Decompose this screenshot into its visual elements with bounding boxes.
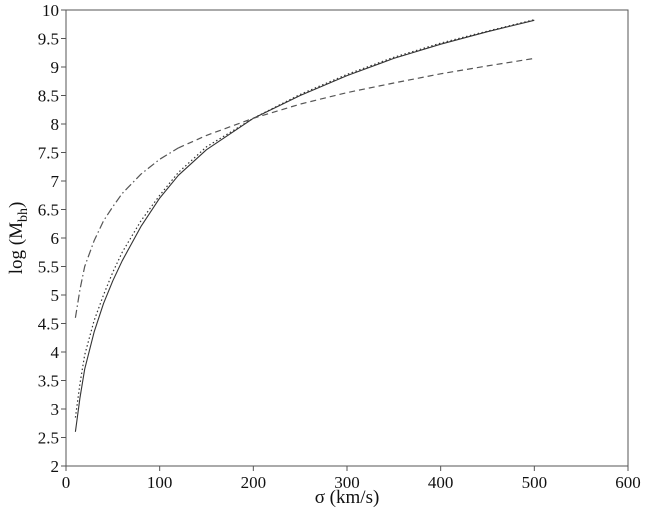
x-tick-label: 0 [62,473,71,492]
x-axis: 0 100 200 300 400 500 600 [62,466,641,492]
series-layer [74,19,535,432]
x-tick-label: 500 [522,473,548,492]
y-tick-label: 5.5 [38,258,59,277]
y-tick-label: 8.5 [38,87,59,106]
series-line-dashdot-2 [74,147,179,318]
y-tick-label: 4 [51,343,60,362]
x-tick-label: 400 [428,473,454,492]
y-axis-label-main: log (M [6,222,27,274]
x-tick-label: 100 [147,473,173,492]
y-tick-label: 5 [51,286,60,305]
y-tick-label: 3.5 [38,372,59,391]
series-line-dashed-3 [178,57,535,149]
x-tick-label: 200 [241,473,267,492]
y-tick-label: 8 [51,115,60,134]
y-tick-label: 10 [42,1,59,20]
y-tick-label: 7.5 [38,144,59,163]
x-tick-label: 300 [334,473,360,492]
y-axis: 2 2.5 3 3.5 4 4.5 5 5.5 6 6.5 7 7.5 8 8.5 9 9.5 10 [38,1,66,476]
y-tick-label: 3 [51,400,60,419]
y-tick-label: 4.5 [38,315,59,334]
y-tick-label: 9.5 [38,30,59,49]
y-axis-label-sub: bh [16,208,31,222]
series-line-dotted-1 [74,19,535,418]
x-tick-label: 600 [615,473,641,492]
y-tick-label: 7 [51,172,60,191]
plot-area [65,9,629,467]
y-tick-label: 6.5 [38,201,59,220]
plot-frame [65,9,629,467]
x-axis-label: σ (km/s) [315,487,380,508]
y-axis-label-close: ) [6,202,27,208]
y-tick-label: 6 [51,229,60,248]
series-line-solid-0 [74,19,535,432]
y-tick-label: 9 [51,58,60,77]
y-tick-label: 2 [51,457,60,476]
y-tick-label: 2.5 [38,429,59,448]
y-axis-label: log (Mbh) [6,202,31,275]
